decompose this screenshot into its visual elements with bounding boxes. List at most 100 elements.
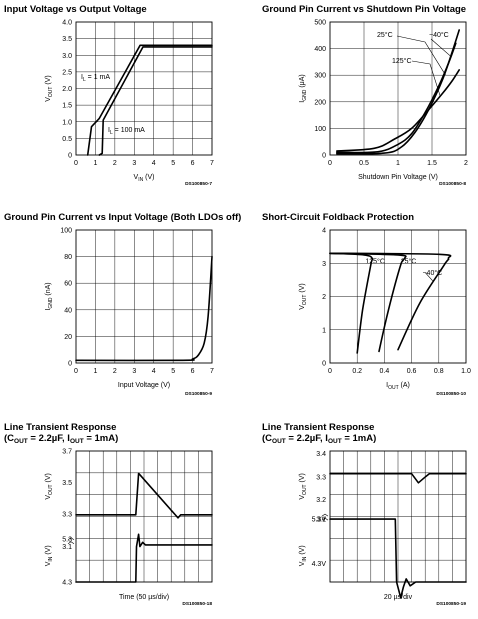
svg-text:VIN (V): VIN (V) bbox=[299, 545, 308, 566]
svg-text:IL = 100 mA: IL = 100 mA bbox=[108, 127, 145, 136]
chart5-output-trace bbox=[75, 472, 213, 519]
chart5-y-tick-top: 3.3 bbox=[62, 511, 72, 518]
chart5-y-label-bottom: VIN (V) bbox=[45, 545, 54, 566]
chart1-series-2-label: IL = 100 mA bbox=[108, 127, 145, 136]
svg-text:VIN (V): VIN (V) bbox=[45, 545, 54, 566]
chart2-x-tick: 1.5 bbox=[427, 160, 437, 167]
chart2-x-tick: 1 bbox=[396, 160, 400, 167]
chart4-y-tick: 0 bbox=[322, 361, 326, 368]
chart2-y-tick: 400 bbox=[314, 46, 326, 53]
chart5-y-tick-top: 3.7 bbox=[62, 449, 72, 456]
plot-frame bbox=[329, 229, 467, 364]
chart3-grid bbox=[75, 229, 213, 364]
chart4-grid bbox=[329, 229, 467, 364]
chart4-series-2-label: 25°C bbox=[401, 257, 417, 265]
chart1-x-tick: 3 bbox=[132, 160, 136, 167]
chart4-x-tick: 1.0 bbox=[461, 368, 471, 375]
chart3-x-tick: 3 bbox=[132, 368, 136, 375]
chart2-series-2-label: −40°C bbox=[429, 31, 449, 39]
chart2-series-1-label: 25°C bbox=[377, 31, 393, 39]
chart3-y-tick: 40 bbox=[64, 307, 72, 314]
chart5-subtitle: (COUT = 2.2µF, IOUT = 1mA) bbox=[4, 433, 118, 445]
svg-text:VOUT (V): VOUT (V) bbox=[299, 473, 308, 500]
chart1-code: DS100850-7 bbox=[185, 181, 212, 187]
chart3-code: DS100850-9 bbox=[185, 391, 212, 397]
chart5-x-label: Time (50 µs/div) bbox=[119, 594, 169, 601]
chart4-series-1-label: 125°C bbox=[365, 257, 385, 265]
chart3-y-label: IGND (nA) bbox=[45, 282, 54, 310]
chart1-x-tick: 0 bbox=[74, 160, 78, 167]
chart4-code: DS100850-10 bbox=[436, 391, 466, 397]
chart4-y-tick: 1 bbox=[322, 327, 326, 334]
chart1-x-tick: 1 bbox=[93, 160, 97, 167]
chart6-input-trace bbox=[329, 518, 467, 599]
chart4-x-tick: 0.6 bbox=[407, 368, 417, 375]
chart2-x-tick: 0.5 bbox=[359, 160, 369, 167]
chart1-grid bbox=[75, 21, 213, 156]
chart2-y-tick: 500 bbox=[314, 20, 326, 27]
chart2-y-tick: 0 bbox=[322, 153, 326, 160]
chart1-y-tick: 2.0 bbox=[62, 86, 72, 93]
chart3-x-tick: 0 bbox=[74, 368, 78, 375]
chart3-y-tick: 0 bbox=[68, 361, 72, 368]
chart4-x-tick: 0.2 bbox=[352, 368, 362, 375]
chart1-x-tick: 4 bbox=[152, 160, 156, 167]
chart3-x-tick: 1 bbox=[93, 368, 97, 375]
chart3-y-tick: 80 bbox=[64, 254, 72, 261]
chart4-leader-3 bbox=[424, 272, 434, 282]
chart1-y-tick: 4.0 bbox=[62, 20, 72, 27]
chart4-series-3 bbox=[329, 252, 452, 351]
chart6-y-tick-top: 3.3 bbox=[316, 475, 326, 482]
chart4-series-1 bbox=[329, 252, 374, 354]
chart6-y-label-top: VOUT (V) bbox=[299, 473, 308, 500]
chart4-series-3-label: −40°C bbox=[422, 269, 442, 277]
chart5-title: Line Transient Response bbox=[4, 422, 116, 433]
svg-text:VOUT (V): VOUT (V) bbox=[45, 75, 54, 102]
chart1-x-tick: 6 bbox=[191, 160, 195, 167]
chart4-y-label: VOUT (V) bbox=[299, 283, 308, 310]
chart4-y-tick: 4 bbox=[322, 228, 326, 235]
chart4-x-tick: 0.8 bbox=[434, 368, 444, 375]
chart1-y-tick: 3.5 bbox=[62, 36, 72, 43]
chart2-leader-3 bbox=[411, 60, 441, 97]
chart6-axis-break bbox=[321, 513, 329, 521]
chart2-y-tick: 300 bbox=[314, 73, 326, 80]
chart6-y-tick-bottom: 5.3V bbox=[312, 517, 327, 524]
plot-frame bbox=[75, 229, 213, 364]
chart3-y-tick: 60 bbox=[64, 281, 72, 288]
chart1-x-tick: 7 bbox=[210, 160, 214, 167]
chart6-y-tick-top: 3.4 bbox=[316, 451, 326, 458]
chart2-y-tick: 200 bbox=[314, 99, 326, 106]
chart2-title: Ground Pin Current vs Shutdown Pin Volta… bbox=[262, 4, 466, 15]
chart1-series-1 bbox=[86, 44, 213, 156]
chart3-x-tick: 2 bbox=[113, 368, 117, 375]
svg-text:IOUT (A): IOUT (A) bbox=[386, 382, 410, 391]
chart6-y-tick-bottom: 4.3V bbox=[312, 561, 327, 568]
chart6-grid bbox=[329, 450, 467, 583]
plot-frame bbox=[75, 21, 213, 156]
chart1-series-2 bbox=[98, 46, 213, 156]
chart5-axis-break bbox=[67, 537, 75, 544]
chart2-series-3-label: 125°C bbox=[392, 57, 412, 65]
chart6-subtitle: (COUT = 2.2µF, IOUT = 1mA) bbox=[262, 433, 376, 445]
plot-frame bbox=[75, 450, 213, 583]
chart2-x-tick: 2 bbox=[464, 160, 468, 167]
chart2-x-label: Shutdown Pin Voltage (V) bbox=[358, 174, 438, 181]
chart5-y-tick-top: 3.1 bbox=[62, 544, 72, 551]
chart1-y-tick: 1.0 bbox=[62, 119, 72, 126]
chart1-y-tick: 2.5 bbox=[62, 69, 72, 76]
chart3-x-tick: 5 bbox=[171, 368, 175, 375]
chart3-x-tick: 6 bbox=[191, 368, 195, 375]
chart5-input-trace bbox=[75, 533, 213, 583]
chart2-y-tick: 100 bbox=[314, 126, 326, 133]
chart3-x-tick: 7 bbox=[210, 368, 214, 375]
chart4-series-2 bbox=[329, 252, 407, 353]
svg-text:IGND (μA): IGND (μA) bbox=[299, 74, 308, 102]
chart6-y-tick-top: 3.2 bbox=[316, 497, 326, 504]
svg-text:IL = 1 mA: IL = 1 mA bbox=[81, 74, 110, 83]
chart6-code: DS100850-19 bbox=[436, 601, 466, 607]
chart4-x-label: IOUT (A) bbox=[386, 382, 410, 391]
chart4-x-tick: 0.4 bbox=[380, 368, 390, 375]
chart6-title: Line Transient Response bbox=[262, 422, 374, 433]
plot-frame bbox=[329, 21, 467, 156]
